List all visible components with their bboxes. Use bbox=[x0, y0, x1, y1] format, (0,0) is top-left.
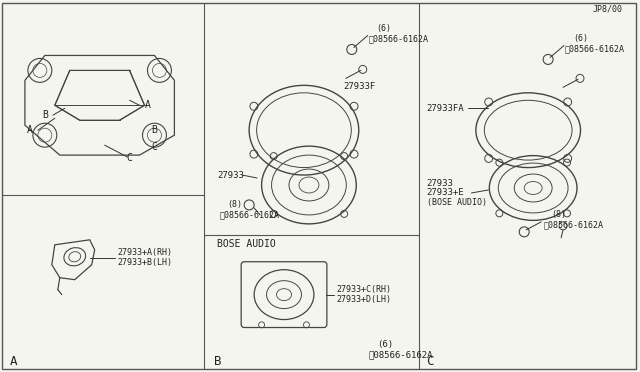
Text: C: C bbox=[426, 355, 434, 368]
Text: (6): (6) bbox=[573, 34, 588, 43]
Text: Ⓝ08566-6162A: Ⓝ08566-6162A bbox=[369, 350, 433, 359]
Text: JP8/00: JP8/00 bbox=[593, 4, 623, 13]
Text: 27933F: 27933F bbox=[343, 82, 375, 91]
Text: A: A bbox=[145, 100, 150, 110]
Text: (8): (8) bbox=[227, 201, 242, 209]
Text: BOSE AUDIO: BOSE AUDIO bbox=[217, 239, 276, 249]
Text: Ⓝ08566-6162A: Ⓝ08566-6162A bbox=[369, 34, 429, 43]
Text: 27933FA: 27933FA bbox=[426, 104, 464, 113]
Text: Ⓝ08566-6162A: Ⓝ08566-6162A bbox=[543, 220, 603, 230]
Text: C: C bbox=[127, 153, 132, 163]
Text: B: B bbox=[214, 355, 222, 368]
Text: A: A bbox=[27, 125, 33, 135]
Text: C: C bbox=[152, 142, 157, 152]
Text: 27933+C(RH): 27933+C(RH) bbox=[337, 285, 392, 294]
Text: (8): (8) bbox=[551, 211, 566, 219]
Text: (6): (6) bbox=[377, 340, 393, 349]
Text: A: A bbox=[10, 355, 17, 368]
Text: 27933: 27933 bbox=[426, 179, 453, 187]
Text: (6): (6) bbox=[377, 24, 392, 33]
Text: 27933+D(LH): 27933+D(LH) bbox=[337, 295, 392, 304]
Text: Ⓝ08566-6162A: Ⓝ08566-6162A bbox=[565, 44, 625, 53]
Text: 27933: 27933 bbox=[217, 170, 244, 180]
Text: B: B bbox=[42, 110, 48, 120]
Text: Ⓝ08566-6162A: Ⓝ08566-6162A bbox=[220, 211, 279, 219]
Text: 27933+E: 27933+E bbox=[426, 189, 464, 198]
Text: 27933+B(LH): 27933+B(LH) bbox=[118, 258, 173, 267]
Text: (BOSE AUDIO): (BOSE AUDIO) bbox=[426, 198, 486, 208]
Text: B: B bbox=[152, 125, 157, 135]
Text: 27933+A(RH): 27933+A(RH) bbox=[118, 248, 173, 257]
